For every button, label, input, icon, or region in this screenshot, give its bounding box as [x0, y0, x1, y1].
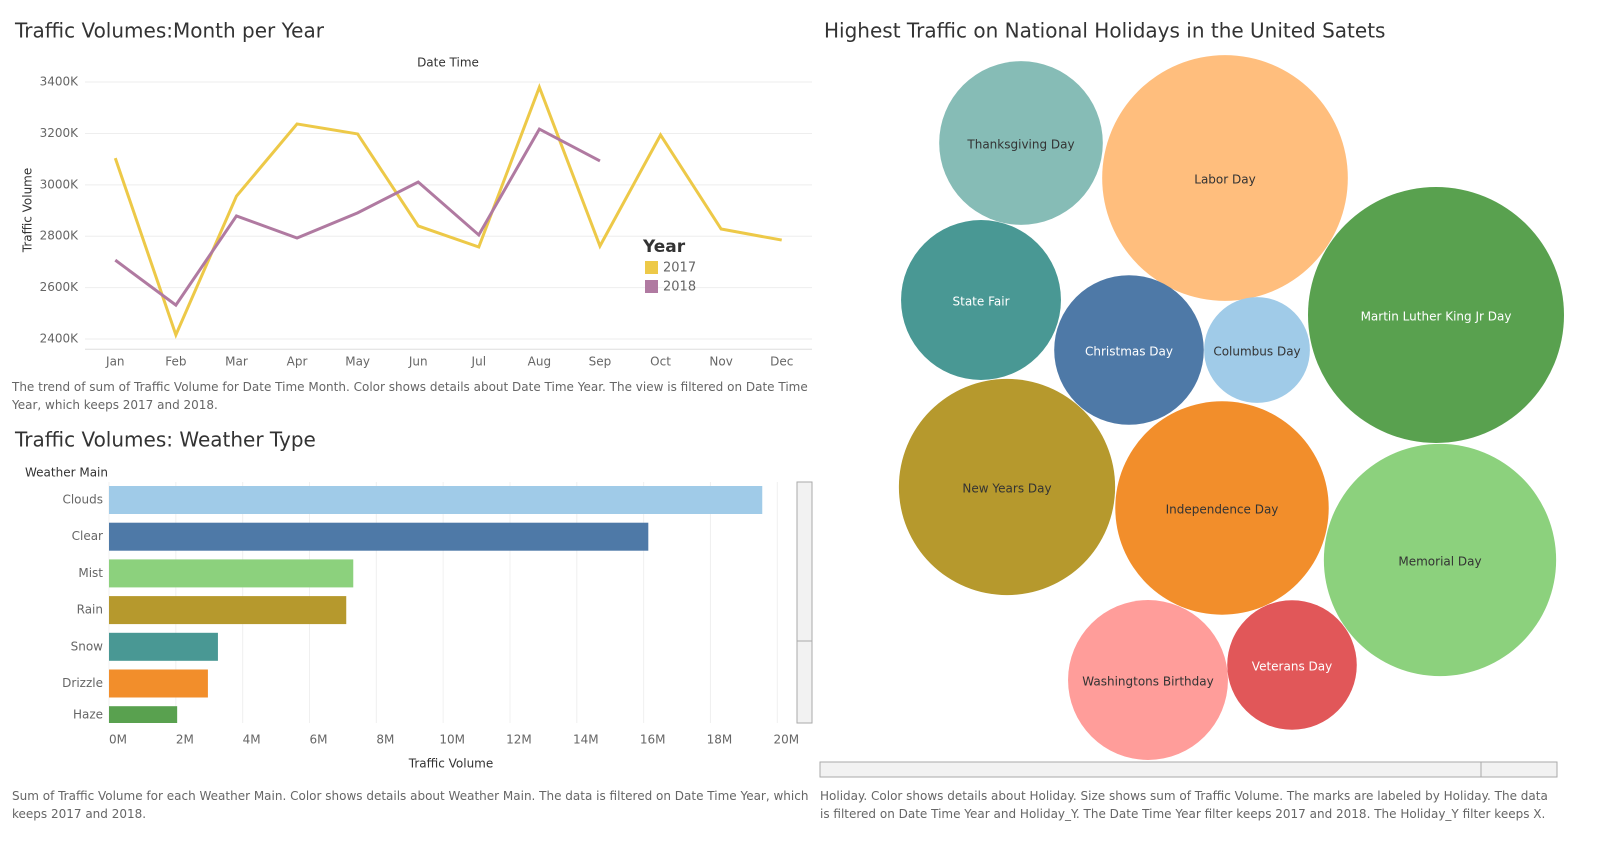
bubble-label: New Years Day [962, 482, 1051, 496]
bubble [1323, 443, 1557, 677]
legend-label: 2017 [663, 261, 696, 276]
x-tick-label: Oct [650, 355, 671, 369]
legend-title: Year [642, 237, 686, 257]
line-series [114, 127, 601, 308]
y-tick-label: Rain [77, 603, 103, 617]
x-tick-label: Jul [471, 355, 486, 369]
scrollbar[interactable] [796, 481, 813, 724]
y-tick-label: Clear [72, 529, 103, 543]
bubble [1227, 600, 1357, 730]
bubble-label: Labor Day [1194, 173, 1255, 187]
bubble [1054, 275, 1204, 425]
x-tick-label: Jan [105, 355, 125, 369]
x-tick-label: 4M [243, 733, 261, 747]
bubble [1204, 297, 1310, 403]
x-tick-label: Apr [287, 355, 308, 369]
bubble-label: Washingtons Birthday [1082, 675, 1213, 689]
bubble-label: Veterans Day [1252, 660, 1332, 674]
chart-title: Traffic Volumes: Weather Type [14, 428, 316, 452]
bar [109, 669, 208, 698]
bar [109, 486, 763, 514]
bubble-label: Independence Day [1166, 503, 1279, 517]
x-tick-label: 20M [773, 733, 799, 747]
x-tick-label: Nov [709, 355, 732, 369]
chart-title: Highest Traffic on National Holidays in … [824, 19, 1385, 43]
y-tick-label: 3200K [40, 126, 80, 140]
bubble-label: Christmas Day [1085, 345, 1173, 359]
legend-swatch [645, 261, 658, 274]
y-tick-label: Snow [71, 639, 104, 653]
bar [109, 522, 649, 551]
x-tick-label: 8M [376, 733, 394, 747]
bubble-label: Columbus Day [1213, 345, 1300, 359]
line-series [113, 82, 782, 340]
x-tick-label: 0M [109, 733, 127, 747]
x-tick-label: Feb [165, 355, 186, 369]
y-tick-label: Mist [78, 566, 103, 580]
bubble [1102, 55, 1348, 301]
x-tick-label: 14M [573, 733, 599, 747]
y-tick-label: Drizzle [62, 676, 103, 690]
bubble [939, 61, 1103, 225]
bubble [1068, 600, 1228, 760]
bar [109, 596, 347, 625]
x-tick-label: Aug [528, 355, 551, 369]
y-tick-label: Clouds [62, 493, 103, 507]
x-tick-label: Mar [225, 355, 248, 369]
legend-label: 2018 [663, 280, 696, 295]
y-axis-title: Traffic Volume [21, 168, 35, 254]
caption: The trend of sum of Traffic Volume for D… [12, 380, 808, 412]
bar [109, 706, 178, 723]
x-tick-label: Jun [408, 355, 428, 369]
chart-title: Traffic Volumes:Month per Year [14, 19, 325, 43]
x-axis-title: Date Time [417, 56, 479, 70]
y-tick-label: Haze [73, 708, 103, 722]
legend-swatch [645, 280, 658, 293]
x-tick-label: 2M [176, 733, 194, 747]
bubble [898, 378, 1116, 596]
bubble-label: Thanksgiving Day [966, 138, 1074, 152]
bubble [1308, 187, 1564, 443]
caption: Sum of Traffic Volume for each Weather M… [12, 789, 809, 821]
y-tick-label: 3000K [40, 177, 80, 191]
caption: Holiday. Color shows details about Holid… [820, 789, 1548, 821]
bubble-label: State Fair [953, 295, 1010, 309]
y-tick-label: 2800K [40, 229, 80, 243]
x-tick-label: 6M [309, 733, 327, 747]
y-tick-label: 2400K [40, 332, 80, 346]
x-tick-label: 10M [439, 733, 465, 747]
bar [109, 632, 218, 661]
y-tick-label: 2600K [40, 280, 80, 294]
x-tick-label: 12M [506, 733, 532, 747]
x-tick-label: Sep [589, 355, 612, 369]
x-tick-label: Dec [770, 355, 793, 369]
bubble-label: Memorial Day [1398, 555, 1481, 569]
y-axis-title: Weather Main [25, 466, 108, 480]
x-tick-label: 18M [707, 733, 733, 747]
scrollbar[interactable] [819, 761, 1558, 778]
x-tick-label: May [345, 355, 370, 369]
bars [109, 486, 763, 723]
bar [109, 559, 354, 588]
x-tick-label: 16M [640, 733, 666, 747]
x-axis-title: Traffic Volume [408, 757, 494, 771]
y-tick-label: 3400K [40, 75, 80, 89]
bubble [901, 220, 1061, 380]
bubble-label: Martin Luther King Jr Day [1361, 310, 1512, 324]
bubble [1115, 401, 1329, 615]
